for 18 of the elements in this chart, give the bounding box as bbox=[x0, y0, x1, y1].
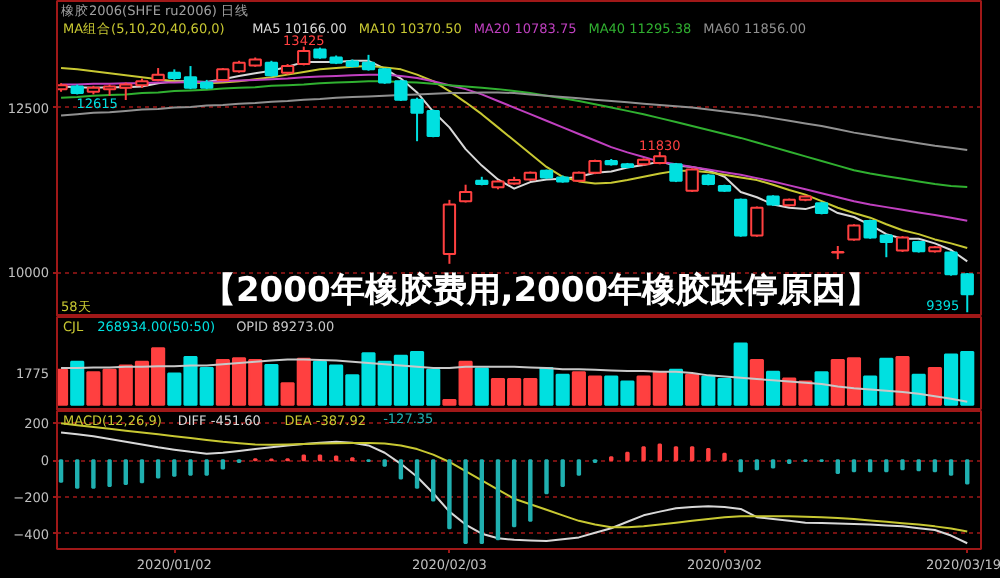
bar bbox=[927, 366, 942, 406]
bar bbox=[70, 360, 85, 406]
bar bbox=[264, 363, 279, 406]
bar bbox=[474, 367, 489, 406]
candlestick bbox=[734, 197, 748, 238]
bar bbox=[895, 355, 910, 406]
line-series bbox=[60, 91, 969, 152]
candlestick bbox=[685, 167, 699, 193]
bar bbox=[911, 373, 926, 406]
candlestick bbox=[750, 205, 764, 238]
bar bbox=[668, 368, 684, 406]
bar bbox=[749, 359, 764, 406]
text: 【2000年橡胶费用,2000年橡胶跌停原因】 bbox=[201, 271, 881, 311]
bar bbox=[765, 370, 781, 406]
line-series bbox=[60, 431, 969, 545]
bar bbox=[685, 373, 700, 406]
bar bbox=[57, 368, 69, 406]
bar bbox=[814, 371, 829, 406]
